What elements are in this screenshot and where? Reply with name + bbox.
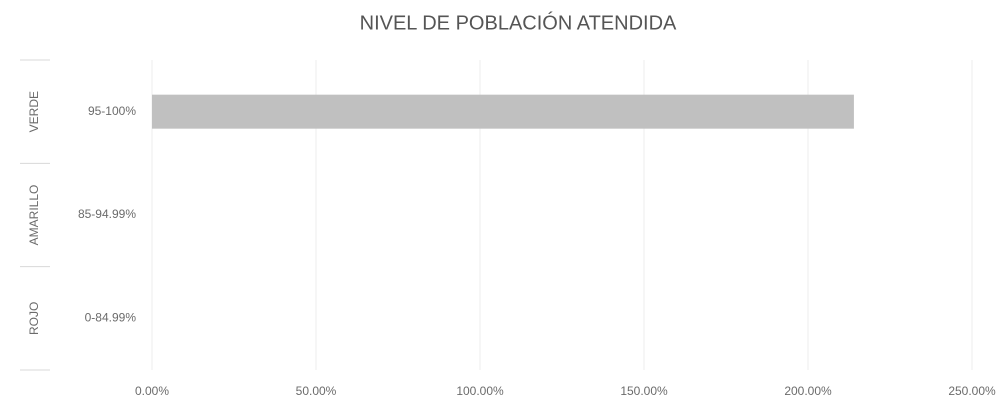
group-label: AMARILLO: [27, 185, 41, 246]
x-tick-label: 150.00%: [620, 384, 668, 398]
x-tick-label: 0.00%: [135, 384, 169, 398]
chart-title: NIVEL DE POBLACIÓN ATENDIDA: [360, 11, 677, 34]
x-tick-label: 250.00%: [948, 384, 996, 398]
group-label: ROJO: [27, 302, 41, 335]
y-tick-label: 85-94.99%: [78, 207, 136, 221]
x-tick-label: 100.00%: [456, 384, 504, 398]
x-tick-label: 50.00%: [296, 384, 337, 398]
group-label: VERDE: [27, 91, 41, 132]
y-tick-label: 95-100%: [88, 104, 136, 118]
y-tick-label: 0-84.99%: [85, 311, 137, 325]
x-tick-label: 200.00%: [784, 384, 832, 398]
bar: [152, 94, 854, 129]
